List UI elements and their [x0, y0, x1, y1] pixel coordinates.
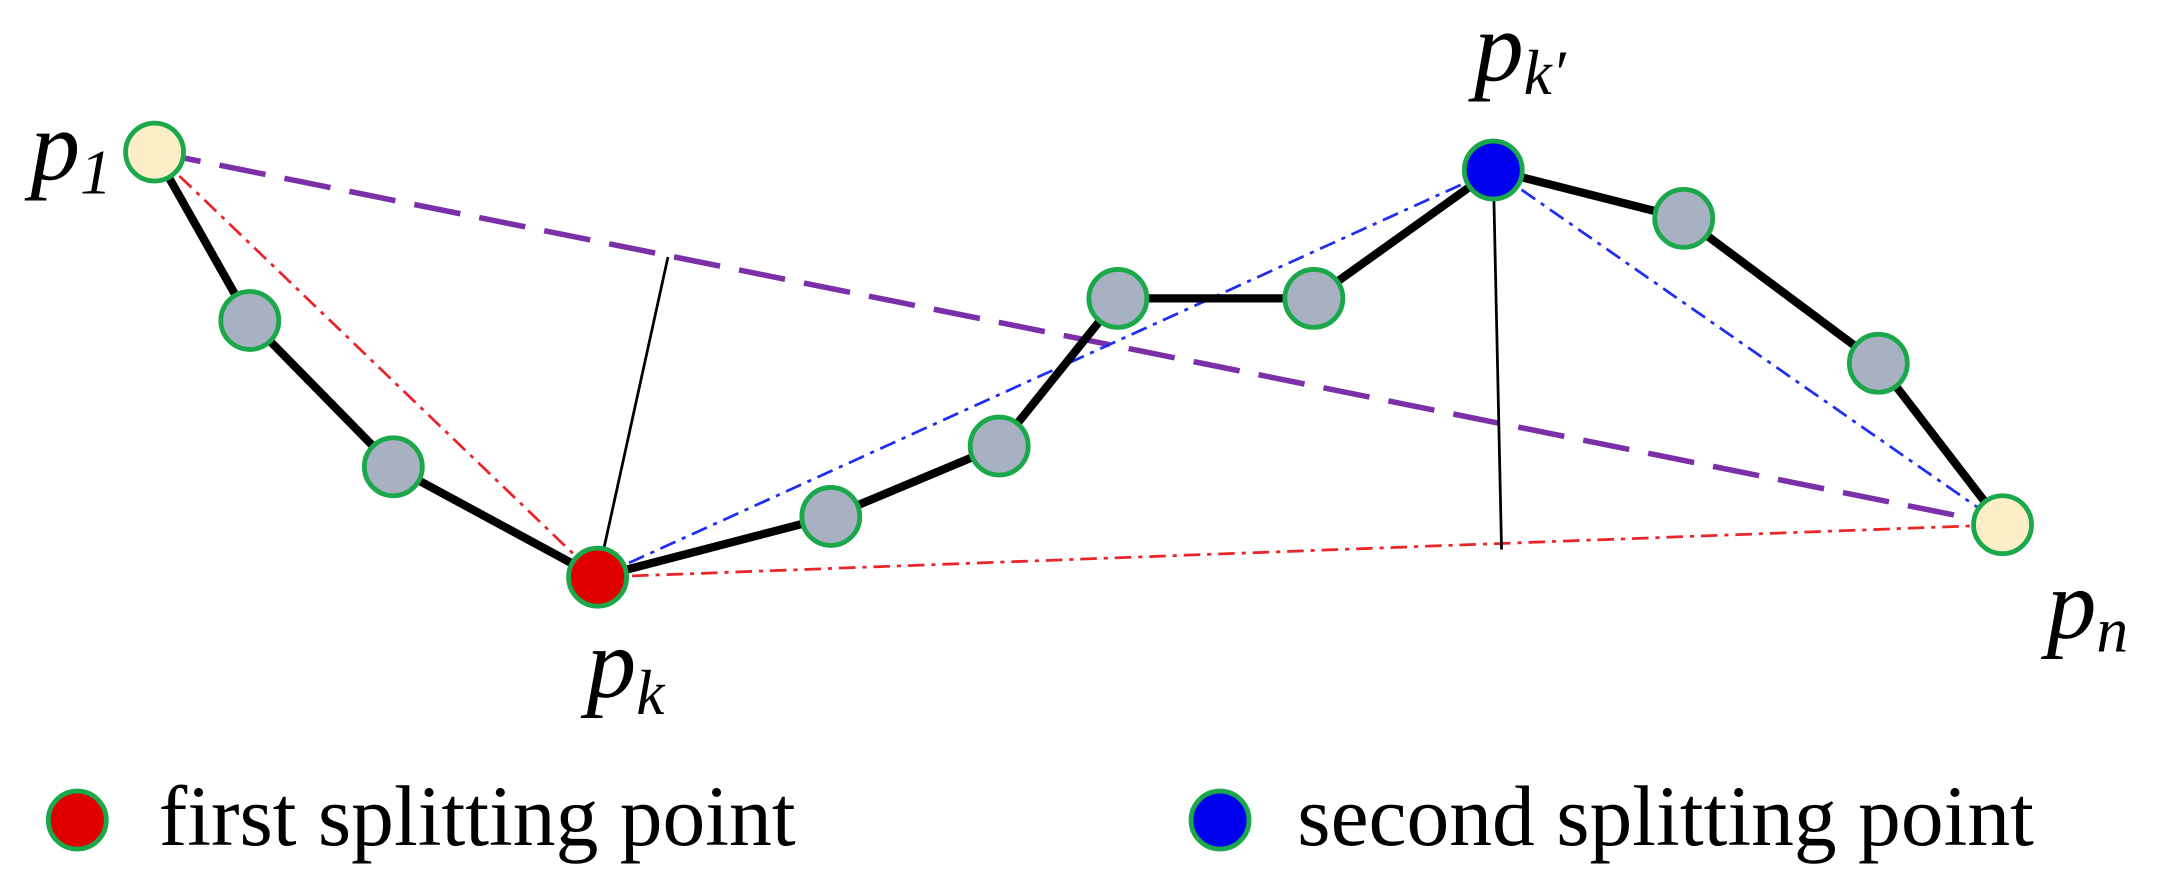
first-split-point: [566, 545, 629, 609]
distance-line: [596, 256, 670, 578]
label-sub: 1: [80, 137, 112, 208]
segment: [597, 523, 2003, 579]
second-split-point: [1461, 138, 1525, 202]
label-sub: k: [636, 657, 666, 728]
point: [967, 414, 1031, 478]
distance-line: [1491, 170, 1503, 550]
label-base: p: [24, 92, 80, 202]
label-sub: n: [2096, 595, 2128, 666]
legend-text: second splitting point: [1297, 769, 2034, 864]
point: [361, 435, 425, 499]
label-base: p: [2041, 550, 2097, 660]
point: [1282, 267, 1346, 330]
endpoint: [1971, 493, 2034, 557]
label-base: p: [581, 609, 637, 719]
point: [1086, 267, 1150, 330]
legend-marker: [45, 788, 109, 852]
segment: [153, 151, 599, 579]
second-split-segments: [597, 168, 2004, 579]
label-sub: k′: [1524, 37, 1567, 108]
point: [218, 289, 282, 352]
trajectory: [150, 150, 2006, 582]
segment: [597, 168, 1494, 579]
point-label: pk: [581, 609, 667, 728]
point: [1652, 186, 1716, 250]
point: [1846, 331, 1910, 395]
legend-marker: [1188, 788, 1252, 852]
point-label: pn: [2041, 550, 2128, 666]
point-label: pk′: [1468, 0, 1567, 108]
label-base: p: [1468, 0, 1524, 102]
endpoint: [123, 120, 186, 184]
initial-segment: [154, 149, 2004, 528]
points: [123, 120, 2034, 609]
legend-text: first splitting point: [159, 769, 796, 864]
point-label: p1: [24, 92, 111, 208]
point: [799, 485, 863, 548]
first-split-segments: [153, 151, 2003, 579]
